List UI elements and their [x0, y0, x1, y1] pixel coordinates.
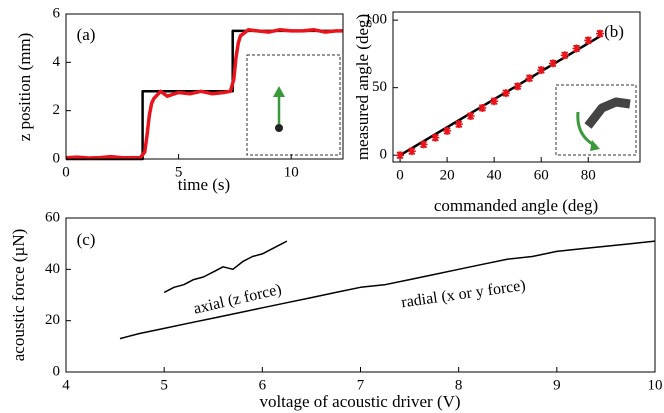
point: [419, 140, 428, 149]
inset-b: [555, 84, 637, 156]
point: [478, 103, 487, 112]
y-tick-label: 100: [365, 12, 388, 28]
point: [490, 97, 499, 106]
y-tick-label: 50: [372, 79, 387, 95]
point: [443, 126, 452, 135]
point: [596, 29, 605, 38]
x-tick-label: 5: [160, 377, 168, 393]
y-tick-label: 0: [53, 363, 61, 379]
x-tick-label: 7: [357, 377, 365, 393]
y-tick-label: 0: [380, 147, 388, 163]
axes-frame: [65, 217, 656, 373]
x-tick-label: 0: [62, 164, 70, 180]
point: [501, 89, 510, 98]
point: [584, 36, 593, 45]
point: [537, 66, 546, 75]
arrow-head: [590, 140, 600, 151]
inset-a: [246, 54, 341, 156]
x-axis-label: time (s): [178, 175, 230, 194]
point: [560, 51, 569, 60]
y-tick-label: 20: [45, 312, 60, 328]
x-axis-label: voltage of acoustic driver (V): [259, 392, 460, 411]
x-tick-label: 80: [581, 167, 596, 183]
inset-box: [246, 54, 341, 156]
x-axis-label: commanded angle (deg): [434, 196, 598, 215]
series-line: [65, 27, 343, 160]
x-tick-label: 0: [396, 167, 404, 183]
y-tick-label: 2: [53, 102, 61, 118]
point: [431, 133, 440, 142]
x-tick-label: 9: [553, 377, 561, 393]
point: [466, 112, 475, 121]
point: [572, 44, 581, 53]
x-tick-label: 60: [534, 167, 549, 183]
particle: [275, 124, 283, 132]
x-tick-label: 6: [259, 377, 267, 393]
panel-label: (c): [77, 230, 96, 249]
y-axis-label: measured angle (deg): [353, 14, 372, 160]
axes-frame: [392, 11, 641, 163]
x-tick-label: 20: [440, 167, 455, 183]
point: [548, 59, 557, 68]
point: [525, 74, 534, 83]
x-tick-label: 4: [62, 377, 70, 393]
axes-frame: [65, 13, 344, 160]
x-tick-label: 5: [175, 164, 183, 180]
y-axis-label: z position (mm): [15, 33, 34, 142]
x-tick-label: 10: [284, 164, 299, 180]
panel-label: (a): [77, 25, 96, 44]
y-tick-label: 6: [53, 5, 61, 21]
arrow-head: [273, 86, 285, 97]
y-axis-label: acoustic force (µN): [9, 229, 28, 362]
y-tick-label: 60: [45, 209, 60, 225]
y-tick-label: 0: [53, 150, 61, 166]
panel-label: (b): [604, 22, 624, 41]
point: [396, 151, 405, 160]
x-tick-label: 8: [455, 377, 463, 393]
x-tick-label: 40: [487, 167, 502, 183]
x-tick-label: 10: [648, 377, 663, 393]
plot-area: [66, 218, 655, 372]
point: [513, 82, 522, 91]
point: [454, 120, 463, 129]
y-tick-label: 4: [53, 54, 61, 70]
series-line: [163, 240, 288, 294]
point: [407, 147, 416, 156]
arm: [584, 97, 631, 129]
y-tick-label: 40: [45, 261, 60, 277]
series-line: [119, 240, 656, 340]
